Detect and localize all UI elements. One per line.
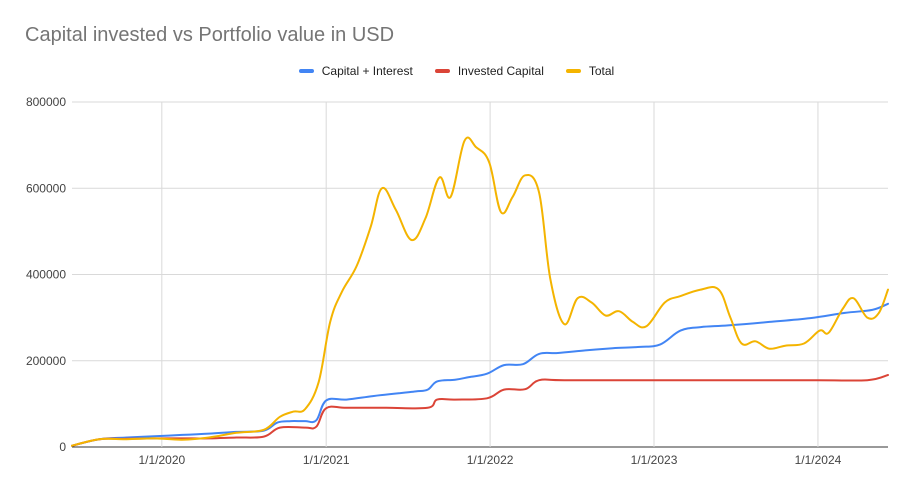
y-tick-label: 400000 <box>26 268 66 282</box>
chart-title: Capital invested vs Portfolio value in U… <box>25 24 395 46</box>
legend-swatch-total <box>565 69 581 73</box>
legend-item-invested-capital[interactable]: Invested Capital <box>434 64 544 78</box>
y-tick-label: 600000 <box>26 181 66 195</box>
legend-label-total: Total <box>588 64 615 78</box>
y-tick-label: 0 <box>59 440 66 454</box>
legend-item-total[interactable]: Total <box>565 64 615 78</box>
x-tick-label: 1/1/2021 <box>303 453 350 467</box>
legend-label-invested-capital: Invested Capital <box>457 64 544 78</box>
legend-swatch-invested-capital <box>434 69 450 73</box>
x-tick-label: 1/1/2020 <box>138 453 185 467</box>
x-tick-label: 1/1/2024 <box>795 453 842 467</box>
series-capital-interest-line <box>71 302 889 447</box>
legend-item-capital-interest[interactable]: Capital + Interest <box>298 64 413 78</box>
legend-swatch-capital-interest <box>298 69 314 73</box>
x-tick-label: 1/1/2022 <box>467 453 514 467</box>
y-tick-label: 800000 <box>26 95 66 109</box>
legend-label-capital-interest: Capital + Interest <box>321 64 413 78</box>
y-tick-label: 200000 <box>26 354 66 368</box>
series-total-line <box>71 136 889 447</box>
legend: Capital + Interest Invested Capital Tota… <box>0 64 913 78</box>
x-tick-label: 1/1/2023 <box>631 453 678 467</box>
